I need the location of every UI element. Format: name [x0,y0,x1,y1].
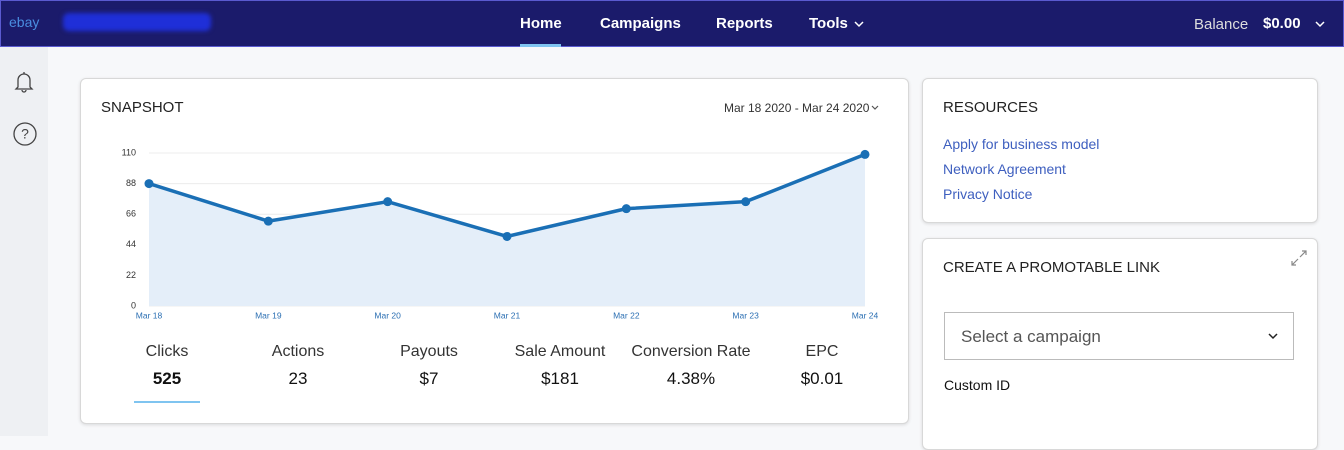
bell-icon[interactable] [13,70,35,94]
metric-value: 23 [288,369,308,388]
sidebar: ? [0,47,48,436]
point [144,179,154,189]
metric-value: $181 [541,369,579,388]
x-tick-label: Mar 22 [613,310,640,320]
card-title: CREATE A PROMOTABLE LINK [943,259,1161,276]
card-title: RESOURCES [943,99,1039,116]
metric-label: Payouts [400,343,458,360]
y-tick-label: 44 [126,239,136,249]
metric[interactable]: Payouts $7 [364,343,494,389]
y-tick-label: 110 [122,147,136,157]
x-tick-label: Mar 23 [732,310,759,320]
expand-icon[interactable] [1290,249,1308,267]
svg-text:?: ? [21,126,29,142]
active-metric-underline [134,401,200,403]
logo[interactable]: ebay [9,14,40,30]
y-tick-label: 88 [126,178,136,188]
point [383,197,393,207]
point [621,204,631,214]
link[interactable]: Network Agreement [943,161,1066,177]
chevron [854,21,864,28]
link[interactable]: Apply for business model [943,136,1100,152]
chevron [1268,333,1278,340]
campaign-select[interactable]: Select a campaign [944,312,1294,360]
x-tick-label: Mar 19 [255,310,282,320]
balance[interactable]: $0.00 [1263,15,1301,32]
y-tick-label: 22 [126,270,136,280]
custom-id-label: Custom ID [944,377,1011,393]
metric-label: Actions [271,343,325,360]
metric-label: Conversion Rate [631,343,751,360]
metric[interactable]: Actions 23 [233,343,363,389]
balance-label: Balance [1194,16,1249,33]
x-tick-label: Mar 21 [494,310,521,320]
link[interactable]: Privacy Notice [943,186,1033,202]
metric-value: $0.01 [800,369,844,388]
point [741,197,751,207]
metric-label: Clicks [145,343,189,360]
help-icon[interactable]: ? [12,121,38,147]
nav-item[interactable]: Home [520,15,562,32]
nav-item[interactable]: Campaigns [600,15,681,32]
x-tick-label: Mar 18 [136,310,163,320]
x-tick-label: Mar 20 [374,310,401,320]
metric[interactable]: Clicks 525 [102,343,232,389]
metric[interactable]: Sale Amount $181 [495,343,625,389]
select-placeholder: Select a campaign [961,327,1101,346]
y-tick-label: 0 [131,300,136,310]
metric[interactable]: Conversion Rate 4.38% [626,343,756,389]
chart: 0 22 44 66 88 110 Mar 18 Mar 19 Mar 20 Mar 21 Mar … [122,147,879,320]
blurred-account [63,13,211,31]
active-underline [520,44,561,47]
metric-value: 4.38% [666,369,716,388]
point [860,149,870,159]
y-tick-label: 66 [126,209,136,219]
chevron [1315,21,1325,28]
nav-item[interactable]: Reports [716,15,773,32]
chevron [871,105,879,110]
promo-card: CREATE A PROMOTABLE LINK Select a campai… [922,238,1318,450]
date-range[interactable]: Mar 18 2020 - Mar 24 2020 [724,101,870,115]
point [263,216,273,226]
resources-card: RESOURCES Apply for business model Netwo… [922,78,1318,223]
metric-value: $7 [419,369,439,388]
metric[interactable]: EPC $0.01 [757,343,887,389]
top-nav: ebay Home Campaigns Reports Tools Balanc… [0,0,1344,47]
snapshot-card: SNAPSHOT Mar 18 2020 - Mar 24 2020 0 22 44… [80,78,909,424]
nav-item[interactable]: Tools [809,15,848,32]
metric-value: 525 [152,369,182,388]
metric-label: Sale Amount [514,343,606,360]
metric-label: EPC [805,343,839,360]
area [149,154,865,306]
point [502,231,512,241]
card-title: SNAPSHOT [101,99,184,116]
x-tick-label: Mar 24 [852,310,879,320]
